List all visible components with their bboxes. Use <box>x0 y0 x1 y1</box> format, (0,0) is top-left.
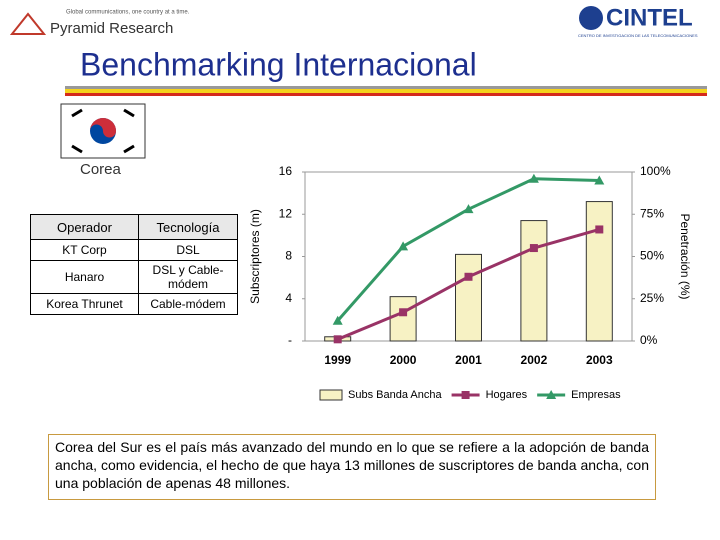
brand: Pyramid Research <box>50 20 173 37</box>
legend-label: Subs Banda Ancha <box>348 389 442 401</box>
cintel-subtitle: CENTRO DE INVESTIGACION DE LAS TELECOMUN… <box>578 33 698 38</box>
y2-axis-label: Penetración (%) <box>678 213 692 299</box>
stripe <box>65 86 707 89</box>
marker <box>333 335 342 344</box>
bar <box>389 296 417 342</box>
x-tick-label: 2003 <box>586 353 613 367</box>
x-tick-label: 2001 <box>455 353 482 367</box>
x-tick-label: 2000 <box>390 353 417 367</box>
tagline: Global communications, one country at a … <box>66 10 190 16</box>
marker <box>528 173 539 183</box>
tick-label: 8 <box>285 249 292 263</box>
pyramid-logo <box>9 12 47 35</box>
operator-table: Operador Tecnología KT Corp DSL Hanaro DSL … <box>30 214 238 315</box>
marker <box>461 391 470 399</box>
marker <box>546 390 557 399</box>
slide-title: Benchmarking Internacional <box>80 46 477 82</box>
marker <box>332 315 343 325</box>
y-axis-label: Subscriptores (m) <box>248 209 262 304</box>
country: Corea <box>80 161 122 178</box>
marker <box>399 308 408 317</box>
marker <box>463 204 474 214</box>
bar <box>455 253 482 342</box>
cell: Hanaro <box>30 260 139 294</box>
tick-label: - <box>288 333 292 347</box>
tick-label: 12 <box>279 206 293 220</box>
legend-label: Hogares <box>486 389 528 401</box>
cell: Cable-módem <box>138 293 238 315</box>
legend-swatch <box>319 389 343 401</box>
marker <box>464 272 473 281</box>
cell: DSL y Cable-módem <box>138 260 238 294</box>
stripe <box>65 89 707 93</box>
x-tick-label: 1999 <box>324 353 351 367</box>
tick-label: 50% <box>640 249 664 263</box>
tick-label: 0% <box>640 333 658 347</box>
bar <box>520 220 548 342</box>
stripe <box>65 93 707 96</box>
marker <box>398 241 409 251</box>
cell: DSL <box>138 239 238 261</box>
marker <box>529 244 538 253</box>
cell: KT Corp <box>30 239 139 261</box>
marker <box>594 175 605 185</box>
legend-label: Empresas <box>571 389 621 401</box>
caption: Corea del Sur es el país más avanzado de… <box>48 434 656 500</box>
cintel-logo-icon <box>579 6 603 30</box>
korea-flag <box>60 103 146 159</box>
x-tick-label: 2002 <box>521 353 548 367</box>
bar <box>585 201 613 342</box>
tick-label: 25% <box>640 291 664 305</box>
tick-label: 100% <box>640 164 671 178</box>
cell: Korea Thrunet <box>30 293 139 315</box>
marker <box>595 225 604 234</box>
tick-label: 75% <box>640 206 664 220</box>
cintel-logo: CINTEL <box>606 4 693 31</box>
tick-label: 4 <box>285 291 292 305</box>
tick-label: 16 <box>279 164 293 178</box>
